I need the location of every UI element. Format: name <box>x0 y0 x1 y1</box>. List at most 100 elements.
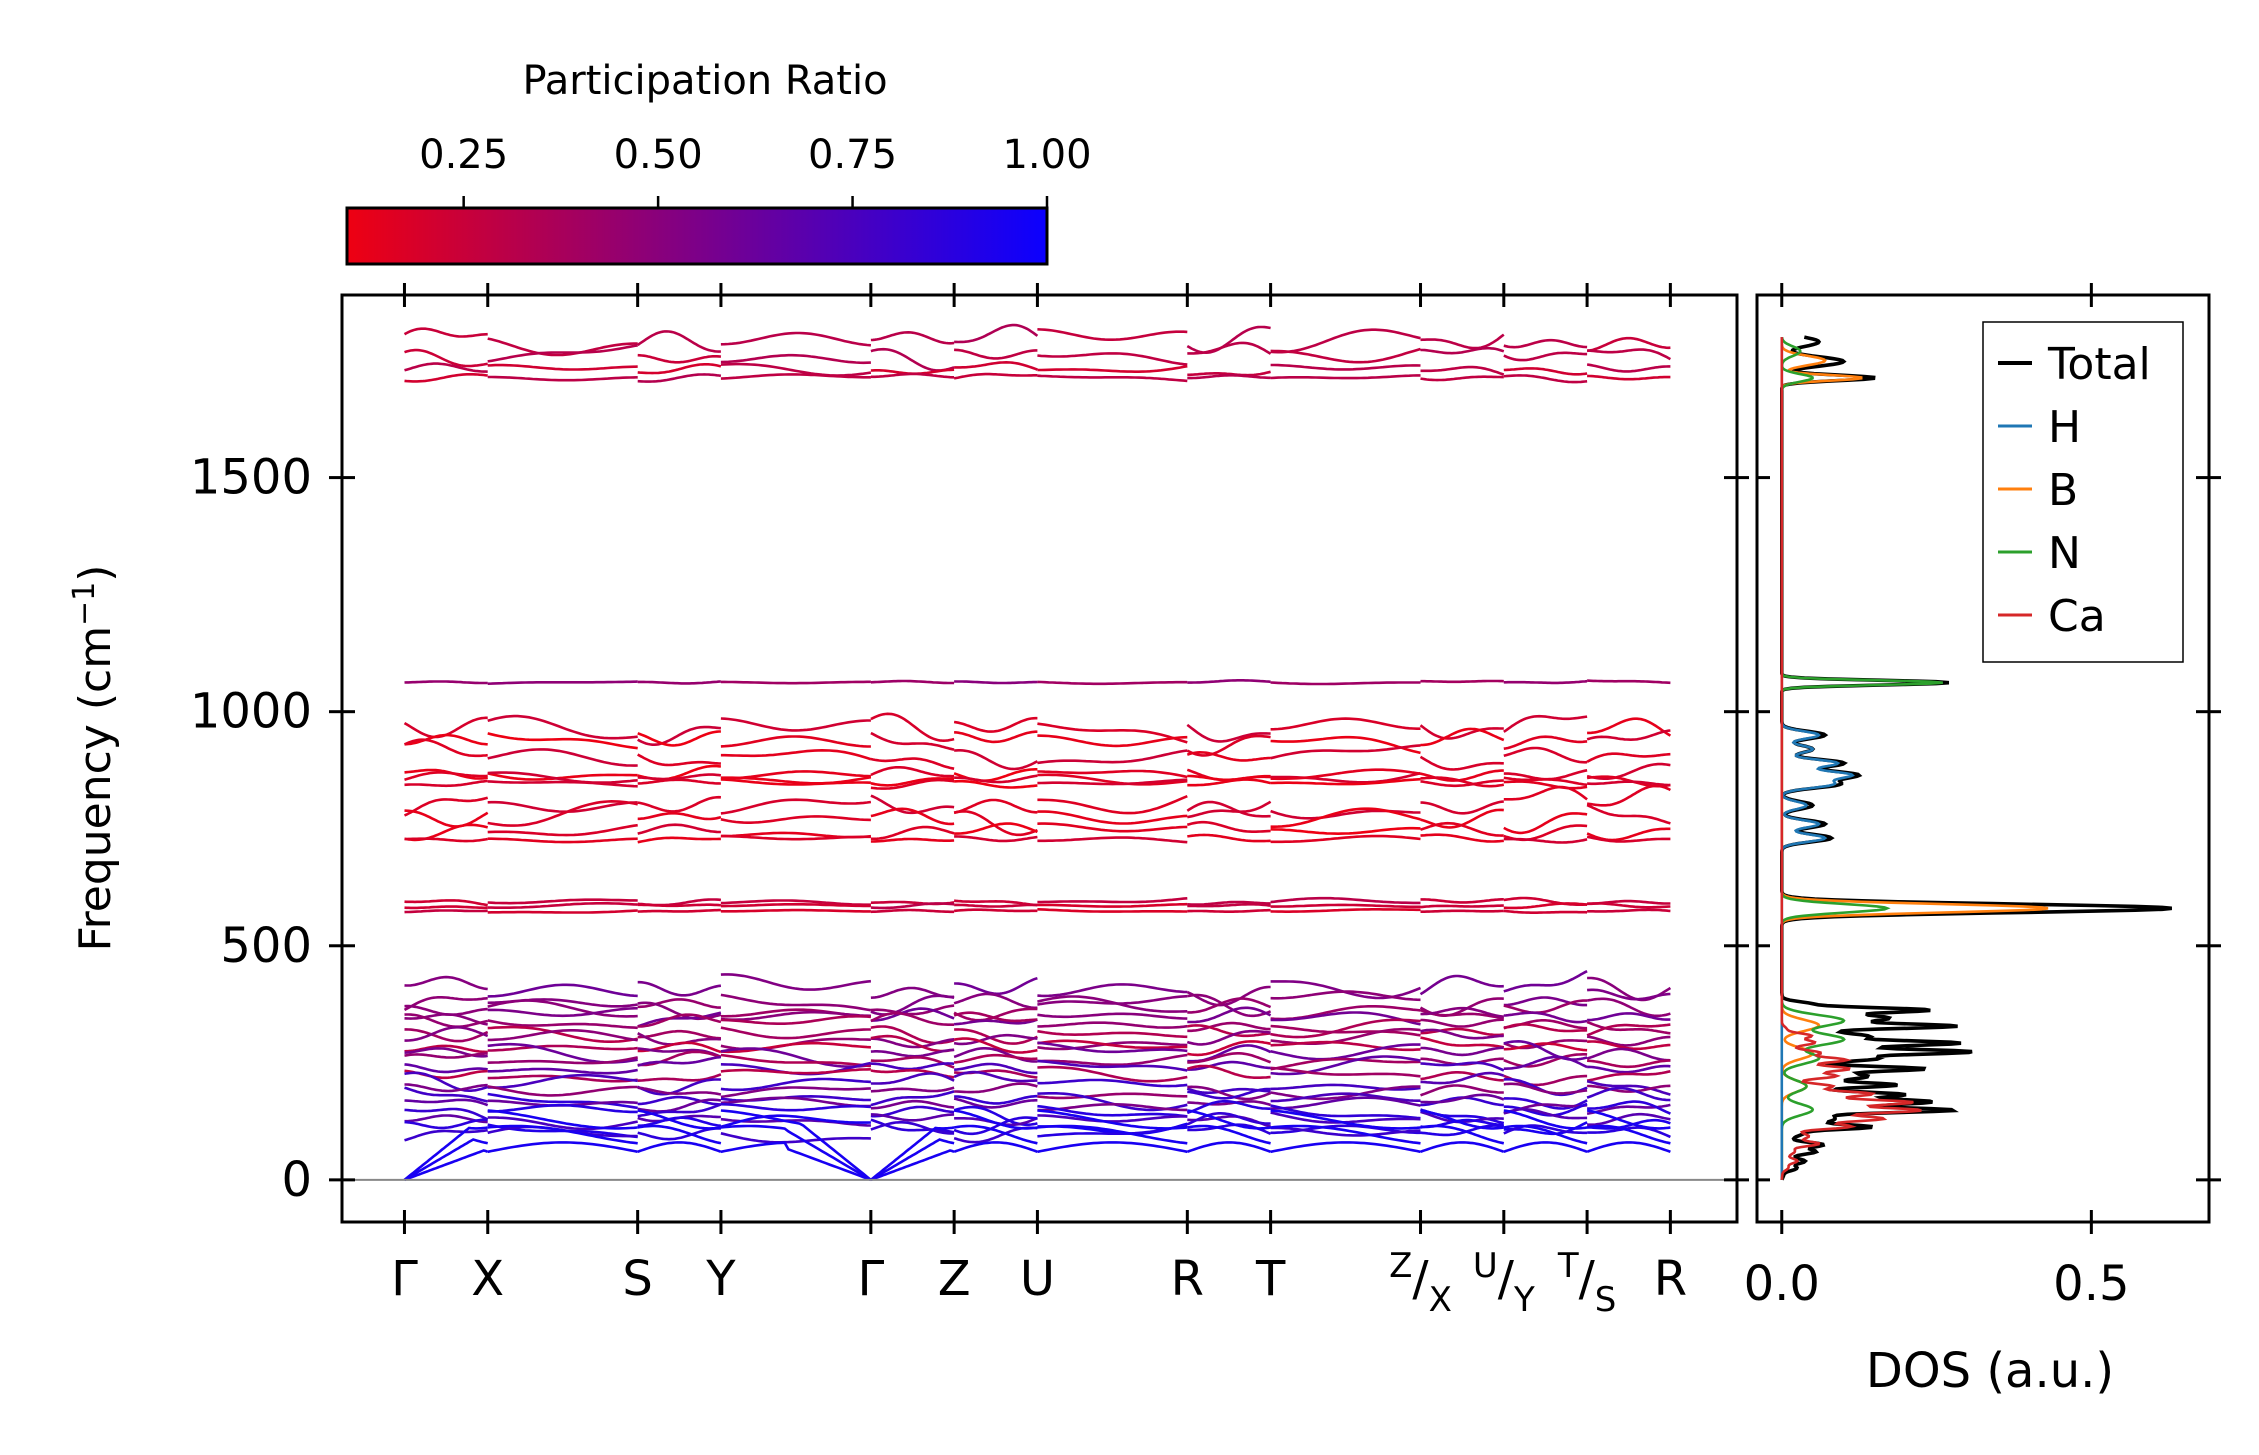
band-line <box>487 375 638 382</box>
band-line <box>404 1086 489 1103</box>
legend-label: H <box>2048 402 2081 453</box>
band-line <box>1186 325 1271 355</box>
band-line <box>1420 904 1504 909</box>
band-line <box>1503 837 1588 844</box>
band-line <box>954 1053 1038 1064</box>
band-line <box>404 1118 488 1130</box>
acoustic-branch <box>403 1126 488 1181</box>
band-line <box>953 1011 1038 1023</box>
band-line <box>1503 1022 1588 1033</box>
band-line <box>1270 1096 1421 1110</box>
band-line <box>870 1037 955 1049</box>
band-line <box>1503 1055 1588 1070</box>
band-line <box>404 1028 489 1043</box>
band-line <box>870 1062 955 1071</box>
band-line <box>870 1056 955 1069</box>
band-line <box>870 908 955 914</box>
band-line <box>720 1102 872 1112</box>
band-line <box>1270 681 1421 686</box>
band-line <box>870 837 955 843</box>
band-line <box>1270 896 1421 905</box>
band-line <box>637 823 721 835</box>
band-line <box>1187 1024 1271 1038</box>
band-line <box>1503 1102 1588 1117</box>
band-line <box>953 908 1038 913</box>
band-line <box>953 1037 1038 1054</box>
band-line <box>870 902 955 910</box>
k-point-label: Z <box>938 1251 971 1307</box>
band-line <box>953 716 1038 733</box>
band-line <box>487 1085 638 1097</box>
acoustic-branch <box>870 1126 955 1181</box>
band-line <box>1270 903 1421 909</box>
band-line <box>1503 769 1588 781</box>
band-line <box>1037 1092 1188 1100</box>
band-line <box>404 1052 488 1059</box>
band-line <box>487 823 638 837</box>
band-line <box>1187 1085 1272 1101</box>
band-line <box>954 779 1038 789</box>
band-line <box>953 798 1038 814</box>
band-line <box>954 822 1038 835</box>
band-line <box>1420 800 1504 815</box>
colorbar-title: Participation Ratio <box>522 58 887 104</box>
acoustic-branch <box>637 1141 722 1154</box>
band-line <box>487 999 638 1018</box>
dos-frame <box>1755 293 2211 1224</box>
band-line <box>954 1028 1038 1045</box>
band-line <box>1420 346 1505 355</box>
band-line <box>1037 897 1188 904</box>
band-line <box>1420 1061 1505 1072</box>
k-point-label: R <box>1654 1251 1687 1307</box>
acoustic-branch <box>1187 1124 1271 1145</box>
band-line <box>1419 724 1504 740</box>
band-line <box>720 735 871 748</box>
band-line <box>637 1055 722 1067</box>
k-point-label: Γ <box>857 1251 884 1307</box>
band-line <box>1037 1039 1188 1049</box>
band-line <box>870 330 955 345</box>
band-line <box>1037 822 1188 833</box>
acoustic-branch <box>953 1109 1038 1130</box>
band-line <box>870 372 955 379</box>
band-line <box>1187 679 1271 684</box>
acoustic-branch <box>1037 1124 1188 1145</box>
band-line <box>1037 778 1188 786</box>
band-line <box>487 771 638 784</box>
band-line <box>487 344 638 363</box>
band-line <box>720 1015 872 1025</box>
band-line <box>487 1029 638 1042</box>
band-line <box>1586 988 1671 1001</box>
dos-x-tick-label: 0.5 <box>2053 1256 2129 1312</box>
band-line <box>1037 1078 1188 1088</box>
band-line <box>954 976 1038 996</box>
band-line <box>1586 1023 1671 1037</box>
band-line <box>1187 370 1271 377</box>
band-line <box>1187 993 1272 1018</box>
k-point-label: U <box>1020 1251 1055 1307</box>
band-line <box>1420 1071 1505 1085</box>
band-line <box>637 730 721 747</box>
acoustic-branch <box>1420 1141 1505 1154</box>
band-line <box>1420 679 1504 684</box>
band-line <box>1270 1040 1421 1052</box>
band-line <box>1503 374 1588 384</box>
band-line <box>720 717 871 732</box>
band-line <box>870 794 955 815</box>
band-line <box>1270 1083 1421 1091</box>
band-line <box>1587 1126 1671 1139</box>
band-line <box>954 1062 1038 1075</box>
band-line <box>404 905 488 910</box>
acoustic-branch <box>637 1109 722 1130</box>
band-line <box>1586 336 1671 353</box>
band-line <box>637 680 721 685</box>
band-line <box>870 731 955 751</box>
band-line <box>1270 1104 1421 1120</box>
band-line <box>637 812 722 821</box>
dos-series-h <box>1780 337 1855 1180</box>
band-line <box>487 1019 638 1030</box>
band-line <box>870 825 955 841</box>
band-line <box>404 909 488 914</box>
band-line <box>487 1116 638 1131</box>
